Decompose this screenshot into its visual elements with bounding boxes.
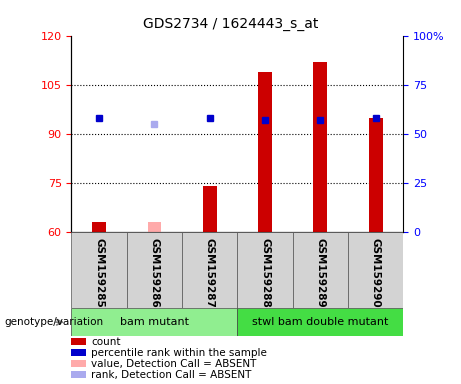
Bar: [369, 118, 383, 232]
Bar: [203, 186, 217, 232]
Bar: [237, 308, 403, 336]
Bar: [127, 232, 182, 308]
Bar: [71, 371, 86, 378]
Bar: [182, 232, 237, 308]
Text: value, Detection Call = ABSENT: value, Detection Call = ABSENT: [91, 359, 257, 369]
Text: percentile rank within the sample: percentile rank within the sample: [91, 348, 267, 358]
Bar: [237, 232, 293, 308]
Text: GSM159287: GSM159287: [205, 238, 215, 308]
Bar: [92, 222, 106, 232]
Bar: [313, 63, 327, 232]
Bar: [71, 360, 86, 367]
Text: stwl bam double mutant: stwl bam double mutant: [252, 317, 389, 327]
Bar: [348, 232, 403, 308]
Bar: [71, 349, 86, 356]
Bar: [293, 232, 348, 308]
Text: count: count: [91, 336, 121, 346]
Text: GSM159290: GSM159290: [371, 238, 381, 307]
Bar: [258, 72, 272, 232]
Text: GSM159285: GSM159285: [94, 238, 104, 308]
Text: GSM159288: GSM159288: [260, 238, 270, 308]
Bar: [148, 222, 161, 232]
Text: GSM159289: GSM159289: [315, 238, 325, 307]
Text: genotype/variation: genotype/variation: [5, 317, 104, 327]
Text: rank, Detection Call = ABSENT: rank, Detection Call = ABSENT: [91, 370, 252, 380]
Bar: [71, 338, 86, 345]
Bar: [71, 308, 237, 336]
Text: GSM159286: GSM159286: [149, 238, 160, 308]
Text: GDS2734 / 1624443_s_at: GDS2734 / 1624443_s_at: [143, 17, 318, 31]
Bar: [71, 232, 127, 308]
Text: bam mutant: bam mutant: [120, 317, 189, 327]
